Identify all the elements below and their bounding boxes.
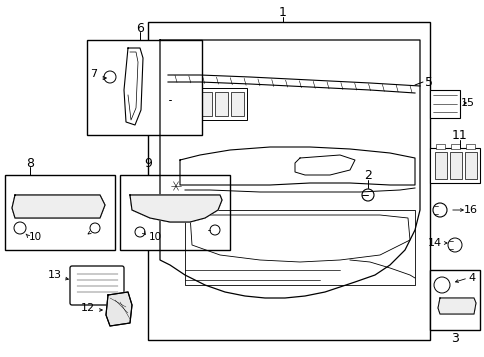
Bar [195,88,246,120]
Circle shape [14,222,26,234]
Text: 16: 16 [463,205,477,215]
Polygon shape [106,292,132,326]
Text: 6: 6 [136,21,144,35]
Text: 1: 1 [278,5,287,19]
Bar [465,144,474,149]
Text: 7: 7 [90,69,97,79]
Circle shape [433,277,449,293]
Text: 2: 2 [363,169,371,181]
Circle shape [361,189,373,201]
Bar [429,270,479,330]
Text: 10: 10 [29,232,42,242]
Bar [198,92,212,116]
Text: 12: 12 [81,303,95,313]
Circle shape [167,178,183,194]
Bar [120,175,229,250]
Bar [449,152,461,179]
Text: 5: 5 [424,75,432,89]
Bar [5,175,115,250]
Text: 15: 15 [460,98,474,108]
Circle shape [171,95,181,105]
Circle shape [90,223,100,233]
Text: 4: 4 [468,273,475,283]
Bar [434,152,446,179]
Bar [464,152,476,179]
Bar [429,90,459,118]
Text: 11: 11 [451,129,467,141]
Circle shape [447,238,461,252]
Bar [148,22,429,340]
Bar [450,144,459,149]
Polygon shape [437,298,475,314]
Bar [230,92,243,116]
Bar [429,148,479,183]
Text: 13: 13 [48,270,62,280]
Text: 8: 8 [26,156,34,170]
FancyBboxPatch shape [70,266,124,305]
Bar [214,92,227,116]
Circle shape [210,225,220,235]
Text: 14: 14 [427,238,441,248]
Polygon shape [130,195,222,222]
Bar [87,40,201,135]
Text: 9: 9 [144,156,151,170]
Bar [435,144,444,149]
Text: 3: 3 [450,332,458,345]
Circle shape [135,227,145,237]
Circle shape [432,203,446,217]
Text: 10: 10 [148,232,161,242]
Polygon shape [12,195,105,218]
Circle shape [104,71,116,83]
